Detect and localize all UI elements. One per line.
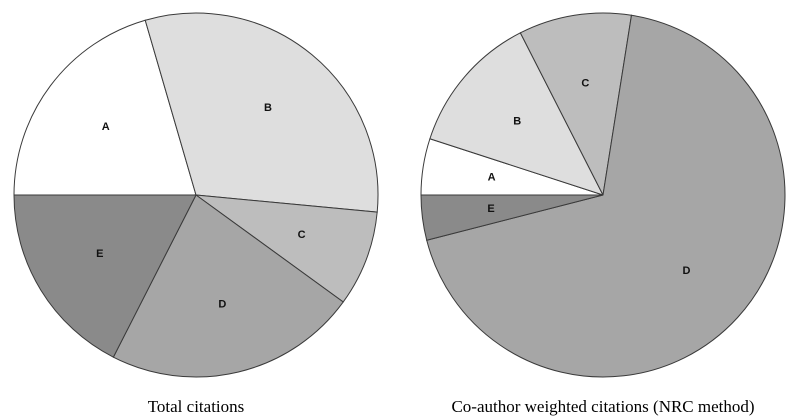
slice-label-c: C [581, 77, 589, 89]
pie-slice-c [519, 12, 633, 197]
pie-slice-b [144, 12, 379, 213]
slice-label-a: A [102, 121, 110, 133]
slice-label-b: B [264, 102, 272, 114]
pie-slice-e [13, 194, 197, 358]
pie-slice-b [429, 32, 604, 196]
slice-label-d: D [682, 265, 690, 277]
slice-label-c: C [298, 229, 306, 241]
pie-slice-d [112, 194, 344, 378]
slice-label-a: A [488, 171, 496, 183]
caption-coauthor-weighted: Co-author weighted citations (NRC method… [451, 397, 754, 416]
pie-slice-c [194, 194, 378, 303]
slice-label-e: E [487, 203, 494, 215]
pie-slice-e [420, 194, 604, 241]
slice-label-e: E [96, 248, 103, 260]
pie-slice-a [13, 19, 197, 196]
pie-total-citations: A B C D E [13, 12, 379, 378]
caption-total-citations: Total citations [148, 397, 245, 416]
pie-coauthor-weighted-citations: A B C D E [420, 12, 786, 378]
slice-label-b: B [513, 116, 521, 128]
pie-slice-d [426, 14, 786, 378]
slice-label-d: D [218, 299, 226, 311]
